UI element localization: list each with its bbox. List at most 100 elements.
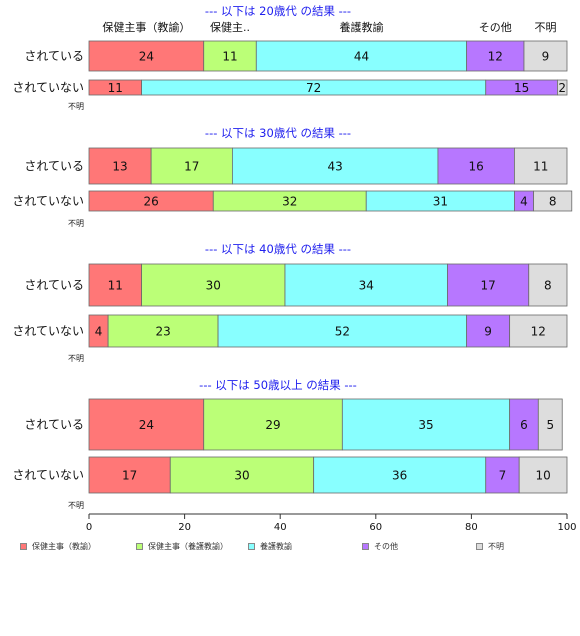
panel-title: --- 以下は 40歳代 の結果 ---: [205, 242, 351, 256]
legend-item: 養護教諭: [248, 541, 292, 552]
data-label: 24: [139, 418, 154, 432]
bar-segment: [255, 40, 468, 72]
legend-swatch: [476, 543, 483, 550]
data-label: 2: [558, 81, 566, 95]
column-header: 養護教諭: [339, 20, 383, 34]
x-tick-label: 0: [86, 522, 92, 533]
bar-segment: [437, 147, 515, 185]
data-label: 72: [306, 81, 321, 95]
data-label: 31: [433, 195, 448, 209]
row-label: されている: [24, 278, 84, 292]
x-tick-label: 80: [465, 522, 478, 533]
column-header: 保健主..: [210, 20, 250, 34]
data-label: 15: [514, 81, 529, 95]
unknown-row-label: 不明: [68, 354, 84, 363]
data-label: 12: [488, 50, 503, 64]
bar-segment: [466, 40, 525, 72]
data-label: 17: [480, 279, 495, 293]
column-header: 保健主事（教諭）: [102, 20, 190, 34]
data-label: 5: [546, 418, 554, 432]
data-label: 43: [328, 160, 343, 174]
legend-item: その他: [362, 541, 398, 552]
data-label: 7: [499, 469, 507, 483]
bar-segment: [284, 263, 448, 307]
data-label: 26: [143, 195, 158, 209]
data-label: 29: [265, 418, 280, 432]
x-tick-label: 20: [178, 522, 191, 533]
legend-item: 不明: [476, 541, 504, 552]
data-label: 11: [533, 160, 548, 174]
row-label: されている: [24, 418, 84, 432]
data-label: 6: [520, 418, 528, 432]
data-label: 36: [392, 469, 407, 483]
bar-segment: [341, 398, 511, 451]
legend-label: 保健主事（養護教諭）: [148, 542, 228, 551]
bar-segment: [88, 398, 205, 451]
bar-segment: [231, 147, 439, 185]
x-tick-label: 40: [274, 522, 287, 533]
row-label: されていない: [12, 468, 84, 482]
data-label: 4: [95, 325, 103, 339]
data-label: 13: [112, 160, 127, 174]
data-label: 11: [222, 50, 237, 64]
bar-segment: [203, 40, 257, 72]
data-label: 35: [418, 418, 433, 432]
unknown-row-label: 不明: [68, 501, 84, 510]
data-label: 9: [542, 50, 550, 64]
data-label: 16: [469, 160, 484, 174]
data-label: 8: [544, 279, 552, 293]
bar-segment: [313, 456, 487, 494]
bar-segment: [514, 147, 568, 185]
panel-title: --- 以下は 20歳代 の結果 ---: [205, 4, 351, 18]
bar-segment: [518, 456, 568, 494]
x-tick-label: 100: [557, 522, 576, 533]
data-label: 12: [531, 325, 546, 339]
legend-swatch: [136, 543, 143, 550]
unknown-row-label: 不明: [68, 102, 84, 111]
bar-segment: [466, 314, 511, 348]
bar-segment: [203, 398, 343, 451]
bar-segment: [523, 40, 568, 72]
data-label: 52: [335, 325, 350, 339]
data-label: 30: [234, 469, 249, 483]
row-label: されている: [24, 159, 84, 173]
row-label: されている: [24, 49, 84, 63]
data-label: 32: [282, 195, 297, 209]
bar-segment: [88, 147, 152, 185]
data-label: 17: [122, 469, 137, 483]
legend-item: 保健主事（養護教諭）: [136, 541, 228, 552]
data-label: 10: [535, 469, 550, 483]
data-label: 4: [520, 195, 528, 209]
bar-segment: [537, 398, 563, 451]
row-label: されていない: [12, 324, 84, 338]
legend-swatch: [20, 543, 27, 550]
data-label: 34: [359, 279, 374, 293]
legend-swatch: [362, 543, 369, 550]
data-label: 23: [155, 325, 170, 339]
data-label: 17: [184, 160, 199, 174]
data-label: 11: [108, 81, 123, 95]
panel-title: --- 以下は 30歳代 の結果 ---: [205, 126, 351, 140]
data-label: 11: [108, 279, 123, 293]
column-header: 不明: [534, 21, 556, 34]
bar-segment: [533, 190, 573, 212]
legend-swatch: [248, 543, 255, 550]
x-tick-label: 60: [369, 522, 382, 533]
unknown-row-label: 不明: [68, 219, 84, 228]
legend-label: 保健主事（教諭）: [32, 542, 96, 551]
bar-segment: [509, 398, 539, 451]
column-header: その他: [479, 21, 512, 34]
data-label: 24: [139, 50, 154, 64]
data-label: 44: [354, 50, 369, 64]
bar-segment: [528, 263, 568, 307]
bar-segment: [509, 314, 568, 348]
row-label: されていない: [12, 194, 84, 208]
bar-segment: [485, 456, 520, 494]
legend-label: その他: [374, 542, 398, 551]
bar-segment: [88, 456, 171, 494]
panel-title: --- 以下は 50歳以上 の結果 ---: [199, 378, 357, 392]
data-label: 8: [549, 195, 557, 209]
bar-segment: [141, 263, 286, 307]
legend-label: 養護教諭: [260, 542, 292, 551]
